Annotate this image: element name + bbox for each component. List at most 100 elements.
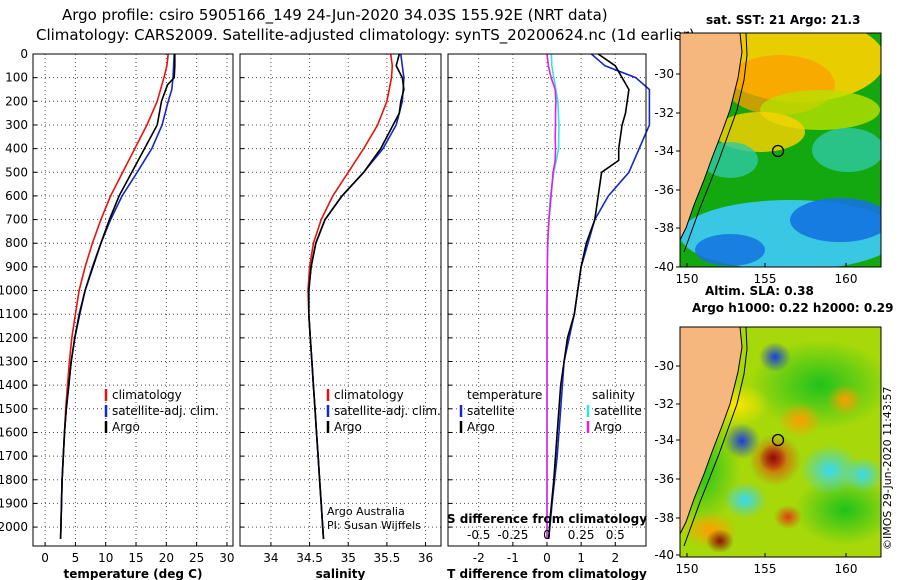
y-tick-label: 1300 <box>0 355 28 369</box>
coastline <box>680 33 743 241</box>
y-tick-label: 1400 <box>0 378 28 392</box>
legend-title-salinity: salinity <box>592 388 635 402</box>
temperature-legend: climatology satellite-adj. clim. Argo <box>104 388 219 434</box>
x-tick-label-secondary: 0.5 <box>606 528 625 542</box>
sla-cyan-patch <box>723 482 767 518</box>
x-tick-label: 30 <box>219 551 234 565</box>
y-tick-label: 300 <box>5 118 28 132</box>
sla-low-eddy <box>759 342 791 372</box>
map-y-tick-label: -38 <box>654 511 674 525</box>
legend-label-climatology: climatology <box>334 388 404 402</box>
sst-teal-patch <box>812 128 881 172</box>
legend-label-t-satellite: satellite <box>467 404 515 418</box>
difference-panel: -2 -1 0 1 2 T difference from climatology S di… <box>447 53 651 580</box>
temperature-panel: 0 5 10 15 20 25 300100200300400500600700800900… <box>0 47 235 580</box>
legend-title-temperature: temperature <box>467 388 542 402</box>
x-tick-label: 10 <box>98 551 113 565</box>
y-tick-label: 400 <box>5 142 28 156</box>
series-line-climatology <box>59 53 169 539</box>
panel-frame <box>32 53 234 547</box>
land-australia <box>680 33 742 240</box>
map-y-tick-label: -30 <box>654 359 674 373</box>
map-y-tick-label: -32 <box>654 106 674 120</box>
map-y-tick-label: -30 <box>654 67 674 81</box>
map-x-tick-label: 160 <box>835 272 858 286</box>
x-tick-label: -1 <box>507 551 519 565</box>
y-tick-label: 900 <box>5 260 28 274</box>
coastline <box>680 327 743 535</box>
legend-label-climatology: climatology <box>112 388 182 402</box>
x-tick-label: 2 <box>611 551 619 565</box>
x-axis-label: T difference from climatology <box>447 567 647 580</box>
map-y-tick-label: -36 <box>654 472 674 486</box>
x-axis-label-secondary: S difference from climatology <box>447 512 647 526</box>
legend-label-argo: Argo <box>334 420 362 434</box>
series-line-argo <box>307 53 405 539</box>
panel-frame <box>239 53 442 547</box>
x-tick-label: 0 <box>41 551 49 565</box>
series-line-t-satellite <box>547 53 651 539</box>
y-tick-label: 700 <box>5 213 28 227</box>
x-tick-label: 34 <box>263 551 278 565</box>
x-tick-label: 5 <box>72 551 80 565</box>
map-y-tick-label: -38 <box>654 221 674 235</box>
legend-label-satellite: satellite-adj. clim. <box>112 404 219 418</box>
y-tick-label: 1700 <box>0 449 28 463</box>
sla-map: Altim. SLA: 0.38 Argo h1000: 0.22 h2000:… <box>654 284 893 576</box>
x-tick-label: 35.5 <box>374 551 401 565</box>
difference-legend: temperature salinity satellite Argo sate… <box>459 388 642 434</box>
series-line-s-argo <box>546 53 557 539</box>
series-line-t-argo <box>547 53 630 539</box>
sst-map-frame <box>679 32 882 268</box>
sla-cyan-patch <box>843 457 881 493</box>
y-tick-label: 0 <box>20 47 28 61</box>
x-tick-label: 25 <box>189 551 204 565</box>
credit-text: ©IMOS 29-Jun-2020 11:43:57 <box>881 386 894 550</box>
map-x-tick-label: 155 <box>754 272 777 286</box>
land-australia <box>680 327 742 534</box>
argo-position-marker <box>771 433 785 447</box>
y-tick-label: 600 <box>5 189 28 203</box>
y-tick-label: 2000 <box>0 520 28 534</box>
map-y-tick-label: -40 <box>654 260 674 274</box>
y-tick-label: 100 <box>5 71 28 85</box>
x-tick-label: 36 <box>418 551 433 565</box>
map-y-tick-label: -32 <box>654 397 674 411</box>
sla-high-eddy-core <box>759 444 787 472</box>
sla-orange-patch <box>778 402 822 438</box>
sla-high-eddy <box>774 505 802 529</box>
isobath-contour <box>683 327 748 547</box>
legend-label-t-argo: Argo <box>467 420 495 434</box>
isobath-contour <box>683 33 748 253</box>
y-tick-label: 1100 <box>0 307 28 321</box>
x-tick-label-secondary: -0.5 <box>467 528 490 542</box>
x-tick-label: -2 <box>473 551 485 565</box>
sst-map-title: sat. SST: 21 Argo: 21.3 <box>706 13 860 27</box>
sla-high-eddy <box>706 529 734 553</box>
sla-map-title-line1: Altim. SLA: 0.38 <box>705 284 814 298</box>
y-tick-label: 200 <box>5 94 28 108</box>
y-tick-label: 1000 <box>0 284 28 298</box>
map-y-tick-label: -36 <box>654 183 674 197</box>
x-tick-label: 0 <box>543 551 551 565</box>
legend-label-satellite: satellite-adj. clim. <box>334 404 441 418</box>
x-tick-label-secondary: 0.25 <box>568 528 595 542</box>
map-x-tick-label: 160 <box>835 562 858 576</box>
sla-map-title-line2: Argo h1000: 0.22 h2000: 0.29 <box>692 301 893 315</box>
y-tick-label: 1200 <box>0 331 28 345</box>
sst-cool-blue <box>790 198 881 242</box>
map-y-tick-label: -34 <box>654 433 674 447</box>
x-tick-label: 15 <box>128 551 143 565</box>
x-axis-label: salinity <box>316 567 366 580</box>
y-tick-label: 1800 <box>0 473 28 487</box>
x-tick-label: 35 <box>341 551 356 565</box>
legend-label-s-argo: Argo <box>594 420 622 434</box>
sla-map-frame <box>679 326 882 558</box>
sst-yellow-tongue <box>715 112 805 152</box>
x-tick-label: 20 <box>159 551 174 565</box>
annotation-argo-australia: Argo Australia <box>327 505 405 518</box>
sla-orange-patch <box>827 384 863 416</box>
series-line-argo <box>59 54 176 539</box>
x-tick-label-secondary: 0 <box>543 528 551 542</box>
